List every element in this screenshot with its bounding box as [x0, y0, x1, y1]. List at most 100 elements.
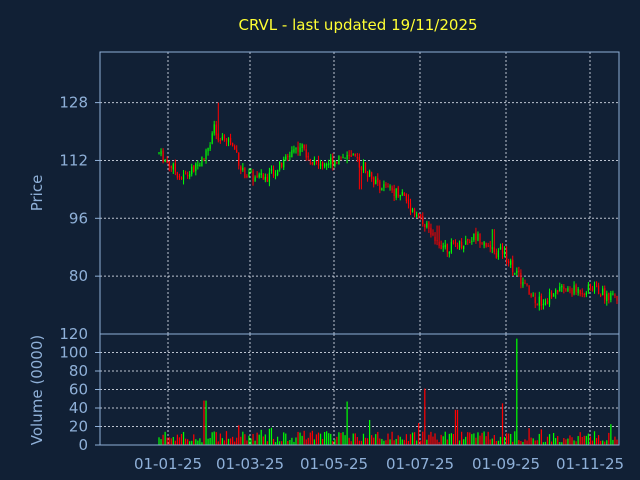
- volume-bar: [270, 427, 273, 445]
- volume-bar: [166, 437, 168, 445]
- candle-body: [481, 243, 483, 245]
- candle-body: [366, 172, 369, 177]
- candle-body: [295, 147, 297, 150]
- volume-bar: [444, 431, 446, 445]
- candle-body: [315, 160, 318, 162]
- volume-bar: [591, 440, 594, 445]
- candle-body: [248, 172, 250, 177]
- candle-body: [221, 136, 223, 141]
- candle-body: [387, 185, 389, 188]
- candle-body: [268, 172, 271, 182]
- candle-body: [454, 241, 457, 245]
- volume-bar: [252, 433, 254, 445]
- volume-bar: [315, 434, 318, 445]
- volume-bar: [416, 440, 418, 445]
- volume-bar: [221, 438, 223, 445]
- candle-body: [381, 188, 383, 190]
- volume-bar: [544, 441, 547, 445]
- volume-bar: [510, 433, 512, 445]
- volume-bar: [291, 437, 293, 445]
- volume-bar: [403, 439, 405, 445]
- candle-body: [608, 293, 610, 300]
- candle-body: [385, 184, 387, 186]
- candle-body: [477, 233, 479, 241]
- volume-bar: [297, 431, 299, 445]
- volume-bar: [579, 432, 581, 445]
- volume-bar: [387, 433, 389, 445]
- volume-bar: [508, 433, 510, 445]
- volume-bar: [299, 432, 301, 445]
- volume-bar: [332, 440, 334, 445]
- candle-body: [413, 209, 416, 215]
- volume-bar: [289, 439, 291, 445]
- volume-bar: [187, 439, 189, 445]
- candle-body: [180, 177, 183, 179]
- volume-tick-label: 120: [59, 325, 88, 343]
- volume-bar: [573, 440, 575, 445]
- candle-body: [503, 251, 506, 255]
- candle-body: [573, 285, 575, 294]
- volume-bar: [330, 433, 332, 445]
- candle-body: [493, 247, 495, 252]
- candle-body: [446, 243, 448, 253]
- volume-bar: [356, 436, 358, 445]
- volume-bar: [385, 440, 387, 445]
- candle-body: [317, 160, 320, 166]
- date-axis-ticks: 01-01-25 01-03-25 01-05-25 01-07-25 01-09-25…: [134, 455, 624, 473]
- volume-tick-label: 0: [78, 436, 88, 454]
- candle-body: [189, 173, 191, 177]
- price-gridlines: [100, 52, 619, 334]
- volume-bar: [489, 439, 491, 445]
- volume-bar: [334, 439, 336, 445]
- volume-bar: [565, 439, 567, 445]
- candle-body: [532, 295, 534, 297]
- candle-body: [581, 293, 583, 295]
- volume-bar: [311, 430, 313, 445]
- candle-body: [505, 250, 508, 263]
- candle-body: [430, 227, 432, 235]
- volume-bar: [452, 433, 455, 445]
- price-axis-ticks: 80 96 112 128 120: [59, 94, 100, 343]
- candle-body: [215, 124, 217, 136]
- volume-bar: [571, 437, 573, 445]
- candle-body: [158, 152, 160, 154]
- volume-bar: [170, 438, 172, 445]
- candle-body: [260, 173, 262, 175]
- date-tick-label: 01-05-25: [300, 455, 368, 473]
- candle-body: [499, 246, 502, 250]
- candle-body: [444, 245, 446, 248]
- volume-bar: [168, 437, 170, 445]
- volume-bar: [362, 433, 365, 445]
- candle-body: [456, 244, 459, 250]
- candle-body: [604, 288, 606, 300]
- candle-body: [458, 240, 461, 248]
- price-tick-label: 96: [69, 209, 88, 227]
- volume-bar: [180, 433, 183, 445]
- candle-body: [285, 156, 287, 160]
- volume-bar: [352, 433, 354, 445]
- candle-body: [538, 296, 540, 306]
- volume-bar: [244, 434, 246, 445]
- volume-bar: [301, 435, 303, 445]
- candle-body: [403, 192, 405, 196]
- volume-bar: [184, 438, 187, 445]
- volume-bar: [602, 440, 604, 445]
- volume-bar: [246, 440, 248, 445]
- volume-bar: [264, 434, 266, 445]
- volume-bar: [426, 439, 428, 445]
- volume-bar: [505, 433, 508, 445]
- volume-bar: [456, 409, 459, 445]
- volume-bar: [534, 440, 536, 445]
- candle-body: [520, 272, 522, 285]
- candle-body: [291, 150, 293, 158]
- volume-bar: [397, 435, 399, 445]
- volume-bar: [595, 438, 598, 445]
- candle-body: [238, 152, 240, 166]
- candle-body: [170, 166, 172, 168]
- volume-bar: [528, 428, 530, 445]
- candle-body: [553, 294, 555, 297]
- candle-body: [593, 286, 596, 292]
- candle-body: [168, 161, 170, 167]
- candle-body: [344, 157, 346, 159]
- volume-gridlines: [100, 334, 619, 445]
